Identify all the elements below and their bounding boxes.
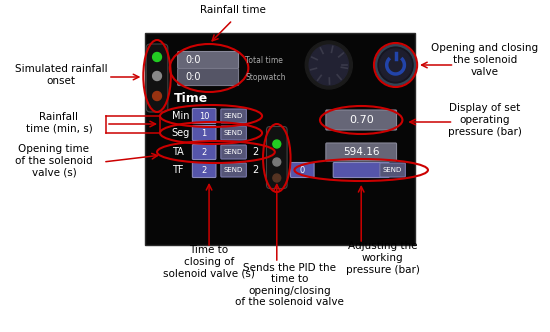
- Text: 1: 1: [201, 128, 207, 137]
- Text: Opening and closing
the solenoid
valve: Opening and closing the solenoid valve: [431, 43, 538, 77]
- Circle shape: [305, 41, 353, 89]
- Circle shape: [153, 71, 162, 80]
- Circle shape: [273, 140, 280, 148]
- Text: SEND: SEND: [224, 149, 243, 155]
- Text: TF: TF: [172, 165, 183, 175]
- FancyBboxPatch shape: [333, 162, 389, 178]
- Text: 2: 2: [201, 165, 207, 175]
- FancyBboxPatch shape: [192, 162, 216, 178]
- Text: Simulated rainfall
onset: Simulated rainfall onset: [14, 64, 107, 86]
- FancyBboxPatch shape: [267, 126, 287, 189]
- Text: Rainfall
time (min, s): Rainfall time (min, s): [25, 112, 92, 134]
- FancyBboxPatch shape: [192, 109, 216, 124]
- Text: 0: 0: [300, 165, 305, 175]
- Text: Time to
closing of
solenoid valve (s): Time to closing of solenoid valve (s): [163, 245, 255, 279]
- FancyBboxPatch shape: [290, 162, 314, 178]
- FancyBboxPatch shape: [380, 163, 405, 177]
- Text: 2: 2: [252, 147, 258, 157]
- FancyBboxPatch shape: [178, 51, 239, 68]
- Text: Opening time
of the solenoid
valve (s): Opening time of the solenoid valve (s): [15, 144, 93, 178]
- FancyBboxPatch shape: [326, 110, 397, 130]
- Text: 2: 2: [201, 147, 207, 156]
- FancyBboxPatch shape: [221, 109, 246, 123]
- Text: Sends the PID the
time to
opening/closing
of the solenoid valve: Sends the PID the time to opening/closin…: [235, 263, 344, 307]
- Text: SEND: SEND: [224, 113, 243, 119]
- Text: TA: TA: [172, 147, 184, 157]
- FancyBboxPatch shape: [221, 145, 246, 159]
- Text: SEND: SEND: [383, 167, 402, 173]
- Text: Min: Min: [172, 111, 189, 121]
- Text: SEND: SEND: [224, 167, 243, 173]
- Circle shape: [380, 49, 411, 81]
- Text: Adjusting the
working
pressure (bar): Adjusting the working pressure (bar): [346, 241, 420, 275]
- Text: Stopwatch: Stopwatch: [245, 72, 286, 81]
- Text: 0:0: 0:0: [185, 72, 201, 82]
- Text: Time: Time: [174, 92, 208, 105]
- Circle shape: [309, 45, 349, 85]
- FancyBboxPatch shape: [192, 125, 216, 140]
- FancyBboxPatch shape: [178, 68, 239, 86]
- FancyBboxPatch shape: [221, 126, 246, 140]
- FancyBboxPatch shape: [326, 143, 397, 161]
- Circle shape: [273, 174, 280, 182]
- Text: 10: 10: [199, 112, 210, 121]
- Text: 594.16: 594.16: [343, 147, 379, 157]
- Text: 0:0: 0:0: [185, 55, 201, 65]
- Text: 0.70: 0.70: [349, 115, 373, 125]
- FancyBboxPatch shape: [146, 44, 168, 112]
- Text: Rainfall time: Rainfall time: [200, 5, 266, 15]
- FancyBboxPatch shape: [221, 163, 246, 177]
- Circle shape: [376, 45, 415, 85]
- FancyBboxPatch shape: [192, 144, 216, 159]
- Text: SEND: SEND: [224, 130, 243, 136]
- Text: Display of set
operating
pressure (bar): Display of set operating pressure (bar): [448, 103, 522, 136]
- Bar: [145, 33, 415, 245]
- Circle shape: [153, 92, 162, 101]
- Circle shape: [273, 158, 280, 166]
- Text: Seg: Seg: [172, 128, 190, 138]
- Text: Total time: Total time: [245, 55, 283, 64]
- Circle shape: [153, 52, 162, 61]
- Text: 2: 2: [252, 165, 258, 175]
